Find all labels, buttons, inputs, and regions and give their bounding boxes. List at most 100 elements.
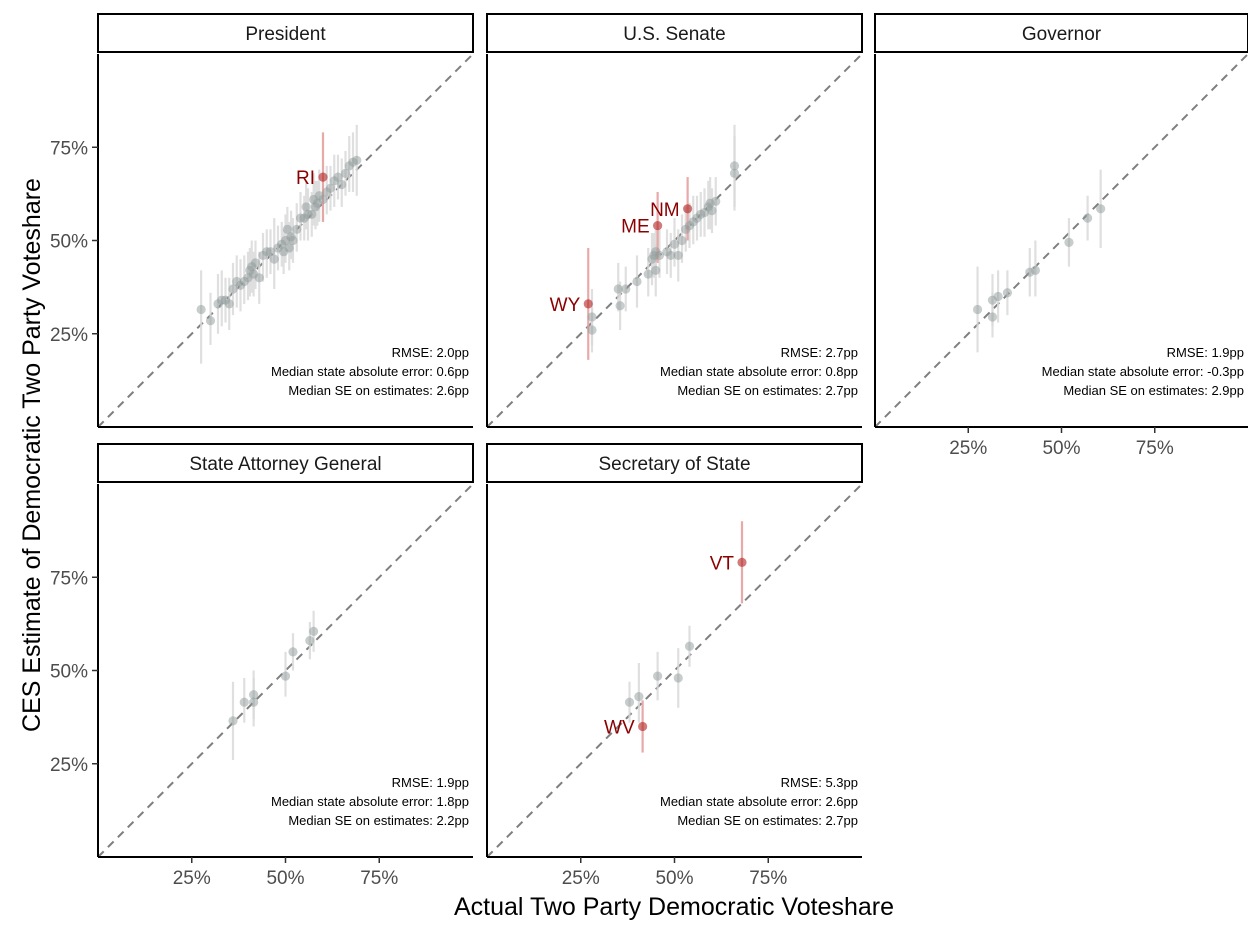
data-point <box>677 235 687 246</box>
data-point <box>632 276 642 287</box>
panel-annotation: Median state absolute error: 0.6pp <box>271 364 469 379</box>
facet-strip <box>874 13 1248 53</box>
data-point <box>280 671 291 681</box>
data-point <box>613 284 623 294</box>
data-point <box>729 161 740 171</box>
data-point <box>1083 213 1093 223</box>
data-point <box>337 179 347 190</box>
panel-annotation: RMSE: 2.7pp <box>781 345 858 360</box>
y-tick-label: 25% <box>50 755 88 776</box>
data-point <box>1030 265 1040 275</box>
data-point <box>288 235 298 246</box>
data-point <box>307 209 317 219</box>
data-point <box>1096 204 1106 214</box>
data-point <box>250 258 261 268</box>
state-label: RI <box>296 168 315 189</box>
data-point <box>269 254 279 264</box>
data-point <box>673 250 683 261</box>
facet-title: State Attorney General <box>189 454 381 475</box>
x-tick-label: 50% <box>655 868 693 889</box>
data-point <box>615 301 625 311</box>
x-axis-title: Actual Two Party Democratic Voteshare <box>454 893 894 920</box>
data-point <box>282 224 292 234</box>
facet-strip <box>97 443 474 483</box>
outlier-point <box>737 557 747 567</box>
panel-annotation: RMSE: 2.0pp <box>392 345 469 360</box>
data-point <box>340 168 351 178</box>
data-point <box>318 194 328 205</box>
data-point <box>249 690 259 700</box>
data-point <box>673 673 683 683</box>
data-point <box>666 250 676 261</box>
data-point <box>301 202 311 212</box>
data-point <box>224 299 234 309</box>
panel-annotation: Median SE on estimates: 2.2pp <box>288 813 469 828</box>
x-tick-label: 75% <box>360 868 398 889</box>
y-tick-label: 50% <box>50 232 88 253</box>
data-point <box>587 312 597 322</box>
facet-title: U.S. Senate <box>623 24 725 45</box>
y-tick-label: 75% <box>50 138 88 159</box>
panel-annotation: RMSE: 1.9pp <box>1167 345 1244 360</box>
data-point <box>987 312 998 322</box>
x-tick-label: 75% <box>749 868 787 889</box>
data-point <box>707 206 717 216</box>
y-tick-label: 75% <box>50 568 88 589</box>
facet-title: Governor <box>1022 24 1102 45</box>
panel-annotation: RMSE: 1.9pp <box>392 775 469 790</box>
facet-strip <box>97 13 474 53</box>
x-tick-label: 50% <box>266 868 304 889</box>
panel-annotation: Median SE on estimates: 2.7pp <box>677 383 858 398</box>
diagonal-reference-line <box>486 483 863 858</box>
outlier-point <box>683 204 693 214</box>
x-tick-label: 25% <box>949 438 987 459</box>
outlier-point <box>318 172 328 182</box>
data-point <box>249 697 259 707</box>
panel-annotation: Median state absolute error: 2.6pp <box>660 794 858 809</box>
data-point <box>993 291 1003 302</box>
data-point <box>1064 237 1074 247</box>
state-label: NM <box>650 200 680 221</box>
data-point <box>653 671 663 681</box>
data-point <box>634 692 644 702</box>
facet-title: Secretary of State <box>598 454 750 475</box>
data-point <box>333 172 343 182</box>
data-point <box>254 273 264 283</box>
data-point <box>352 155 362 165</box>
x-tick-label: 75% <box>1136 438 1174 459</box>
data-point <box>624 697 635 707</box>
data-point <box>729 168 740 178</box>
data-point <box>196 304 206 315</box>
diagonal-reference-line <box>97 483 474 858</box>
panel-annotation: Median state absolute error: 0.8pp <box>660 364 858 379</box>
facet-strip <box>486 13 863 53</box>
diagonal-reference-line <box>486 53 863 428</box>
facet-title: President <box>245 24 326 45</box>
data-point <box>654 250 665 261</box>
state-label: VT <box>710 553 735 574</box>
data-point <box>305 636 315 646</box>
data-point <box>587 325 597 335</box>
y-tick-label: 25% <box>50 325 88 346</box>
data-point <box>205 316 216 326</box>
data-point <box>309 626 319 636</box>
panel-annotation: Median SE on estimates: 2.7pp <box>677 813 858 828</box>
data-point <box>1002 288 1013 298</box>
diagonal-reference-line <box>874 53 1248 428</box>
data-point <box>292 224 302 234</box>
data-point <box>288 647 298 657</box>
data-point <box>669 239 680 249</box>
data-point <box>651 265 661 275</box>
panel-annotation: Median SE on estimates: 2.6pp <box>288 383 469 398</box>
data-point <box>643 269 653 279</box>
outlier-point <box>638 721 648 732</box>
x-tick-label: 25% <box>562 868 600 889</box>
panel-annotation: Median state absolute error: 1.8pp <box>271 794 469 809</box>
state-label: WY <box>550 295 581 316</box>
outlier-point <box>583 299 593 309</box>
data-point <box>711 196 721 206</box>
x-tick-label: 50% <box>1042 438 1080 459</box>
data-point <box>228 716 238 726</box>
